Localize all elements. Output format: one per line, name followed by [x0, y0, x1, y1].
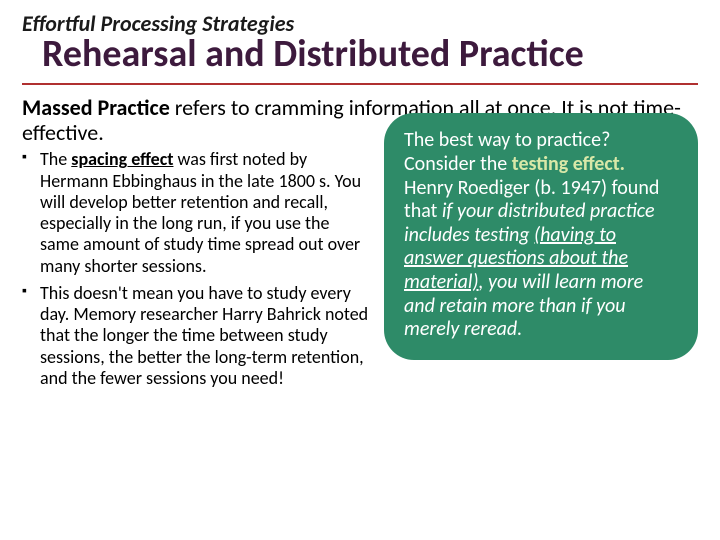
left-column: The spacing effect was first noted by He… [22, 149, 372, 395]
testing-effect-term: testing effect. [512, 152, 625, 176]
intro-bold-term: Massed Practice [22, 94, 170, 121]
right-column: The best way to practice? Consider the t… [384, 149, 698, 395]
list-item: The spacing effect was first noted by He… [40, 149, 372, 276]
slide: Effortful Processing Strategies Rehearsa… [0, 0, 720, 540]
callout-box: The best way to practice? Consider the t… [384, 113, 698, 359]
bullet-list: The spacing effect was first noted by He… [22, 149, 372, 389]
callout-ital-pre: if your distributed practice includes te… [404, 199, 655, 247]
bullet1-pre: The [40, 148, 71, 170]
list-item: This doesn't mean you have to study ever… [40, 283, 372, 389]
title-underline [22, 83, 698, 85]
callout-italic: if your distributed practice includes te… [404, 199, 655, 341]
content-columns: The spacing effect was first noted by He… [22, 149, 698, 395]
slide-title: Rehearsal and Distributed Practice [42, 35, 698, 81]
spacing-effect-term: spacing effect [71, 148, 173, 170]
